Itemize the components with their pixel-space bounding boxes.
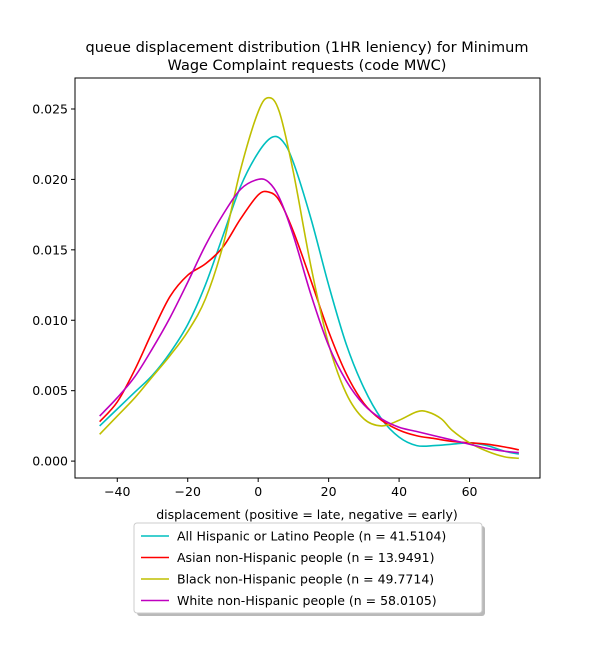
legend-label-1: All Hispanic or Latino People (n = 41.51… — [177, 529, 446, 544]
plot-frame — [74, 77, 541, 479]
chart-title-line-2: Wage Complaint requests (code MWC) — [168, 58, 447, 74]
legend-label-4: White non-Hispanic people (n = 58.0105) — [177, 593, 437, 608]
legend-box — [133, 522, 483, 614]
x-tick-label: −20 — [175, 484, 201, 499]
y-tick-label: 0.020 — [32, 172, 68, 187]
chart-title-line-1: queue displacement distribution (1HR len… — [86, 40, 529, 56]
series-line-3 — [99, 96, 519, 460]
x-tick-label: 20 — [321, 484, 337, 499]
y-tick-label: 0.000 — [32, 454, 68, 469]
x-tick-label: −40 — [104, 484, 130, 499]
x-axis-label: displacement (positive = late, negative … — [156, 507, 458, 522]
x-tick-label: 40 — [391, 484, 407, 499]
series-line-2 — [99, 190, 520, 451]
legend-label-2: Asian non-Hispanic people (n = 13.9491) — [177, 550, 434, 565]
x-tick-label: 0 — [254, 484, 262, 499]
legend-items: All Hispanic or Latino People (n = 41.51… — [141, 529, 446, 608]
y-tick-label: 0.015 — [32, 242, 68, 257]
series-layer — [99, 96, 520, 460]
y-tick-label: 0.025 — [32, 101, 68, 116]
legend-label-3: Black non-Hispanic people (n = 49.7714) — [177, 572, 434, 587]
series-line-4 — [99, 178, 519, 454]
x-tick-label: 60 — [462, 484, 478, 499]
series-line-1 — [99, 135, 520, 455]
y-tick-label: 0.005 — [32, 383, 68, 398]
y-tick-label: 0.010 — [32, 313, 68, 328]
legend: All Hispanic or Latino People (n = 41.51… — [133, 522, 485, 616]
ticks-layer: −40 −20 0 20 40 60 0.000 0.005 0.010 0.015 0.020 0.… — [32, 101, 477, 499]
